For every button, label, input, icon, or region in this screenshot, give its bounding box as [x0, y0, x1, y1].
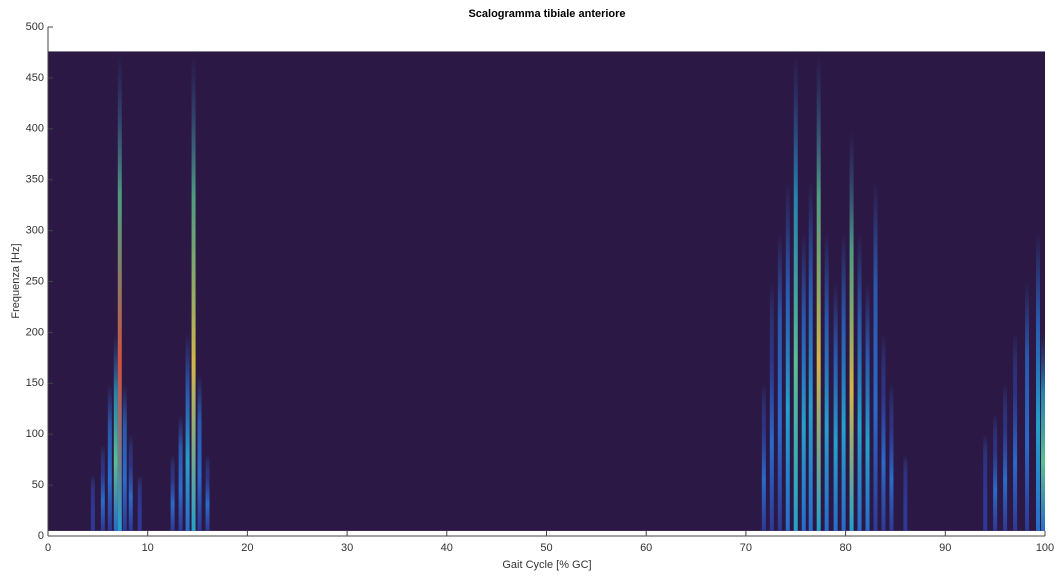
ridge [170, 454, 175, 531]
y-tick-label: 450 [26, 72, 44, 84]
ridge [185, 332, 190, 531]
x-tick-label: 60 [640, 542, 652, 554]
ridge [1013, 332, 1018, 531]
ridge [178, 413, 183, 531]
ridge [801, 230, 806, 531]
ridge [90, 474, 95, 531]
ridge [100, 444, 105, 531]
y-axis-label: Frequenza [Hz] [10, 243, 22, 318]
x-tick-label: 50 [540, 542, 552, 554]
ridge [793, 52, 798, 531]
ridge [841, 230, 846, 531]
ridge [785, 179, 790, 531]
x-tick-label: 40 [441, 542, 453, 554]
y-tick-label: 150 [26, 377, 44, 389]
ridge [113, 332, 118, 531]
ridge [873, 179, 878, 531]
x-axis-label: Gait Cycle [% GC] [502, 559, 591, 571]
ridge [761, 383, 766, 531]
ridge [205, 454, 210, 531]
ridges [90, 52, 1046, 531]
x-tick-label: 70 [740, 542, 752, 554]
ridge [903, 454, 908, 531]
x-tick-label: 90 [939, 542, 951, 554]
ridge [122, 383, 127, 531]
ridge [769, 281, 774, 531]
ridge [107, 383, 112, 531]
ridge [983, 434, 988, 531]
x-tick-label: 80 [839, 542, 851, 554]
ridge [833, 281, 838, 531]
ridge [191, 52, 196, 531]
y-tick-label: 50 [32, 479, 44, 491]
ridge [197, 373, 202, 531]
x-tick-label: 20 [241, 542, 253, 554]
ridge [993, 413, 998, 531]
y-tick-label: 200 [26, 326, 44, 338]
ridge [808, 179, 813, 531]
ridge [137, 474, 142, 531]
ridge [777, 230, 782, 531]
ridge [889, 383, 894, 531]
ridge [1003, 383, 1008, 531]
y-tick-label: 500 [26, 21, 44, 33]
ridge [881, 332, 886, 531]
y-tick-label: 300 [26, 225, 44, 237]
y-tick-label: 250 [26, 275, 44, 287]
ridge [857, 230, 862, 531]
ridge [1041, 332, 1046, 531]
ridge [128, 434, 133, 531]
x-tick-label: 0 [45, 542, 51, 554]
chart-title: Scalogramma tibiale anteriore [468, 8, 625, 20]
ridge [849, 128, 854, 531]
ridge [1025, 281, 1030, 531]
y-tick-label: 350 [26, 174, 44, 186]
y-tick-label: 100 [26, 428, 44, 440]
ridge [824, 230, 829, 531]
x-tick-label: 100 [1036, 542, 1054, 554]
ridge [865, 281, 870, 531]
x-tick-label: 10 [142, 542, 154, 554]
ridge [1036, 230, 1041, 531]
scalogram-background [48, 51, 1045, 531]
ridge [816, 52, 821, 531]
x-tick-label: 30 [341, 542, 353, 554]
y-tick-label: 0 [38, 530, 44, 542]
ridge [117, 52, 122, 531]
y-tick-label: 400 [26, 123, 44, 135]
